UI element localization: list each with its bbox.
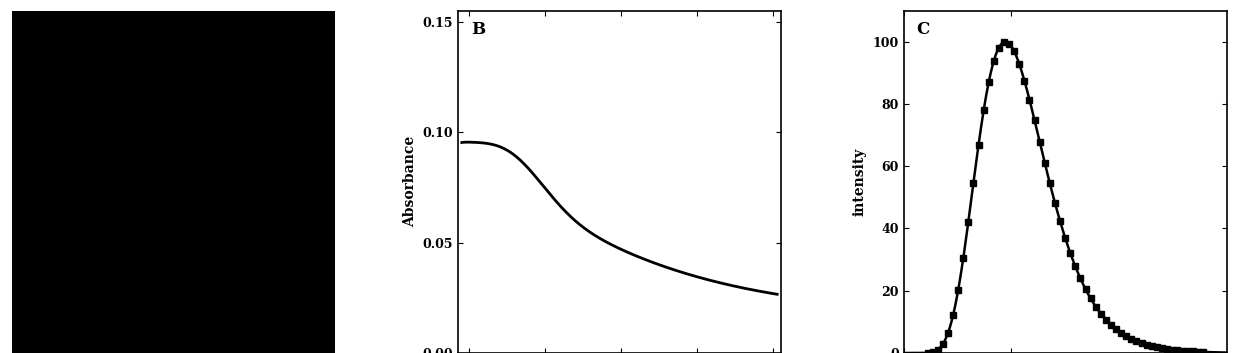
Text: B: B xyxy=(471,21,486,38)
Y-axis label: intensity: intensity xyxy=(852,148,867,216)
Text: C: C xyxy=(917,21,929,38)
Y-axis label: Absorbance: Absorbance xyxy=(403,136,418,227)
